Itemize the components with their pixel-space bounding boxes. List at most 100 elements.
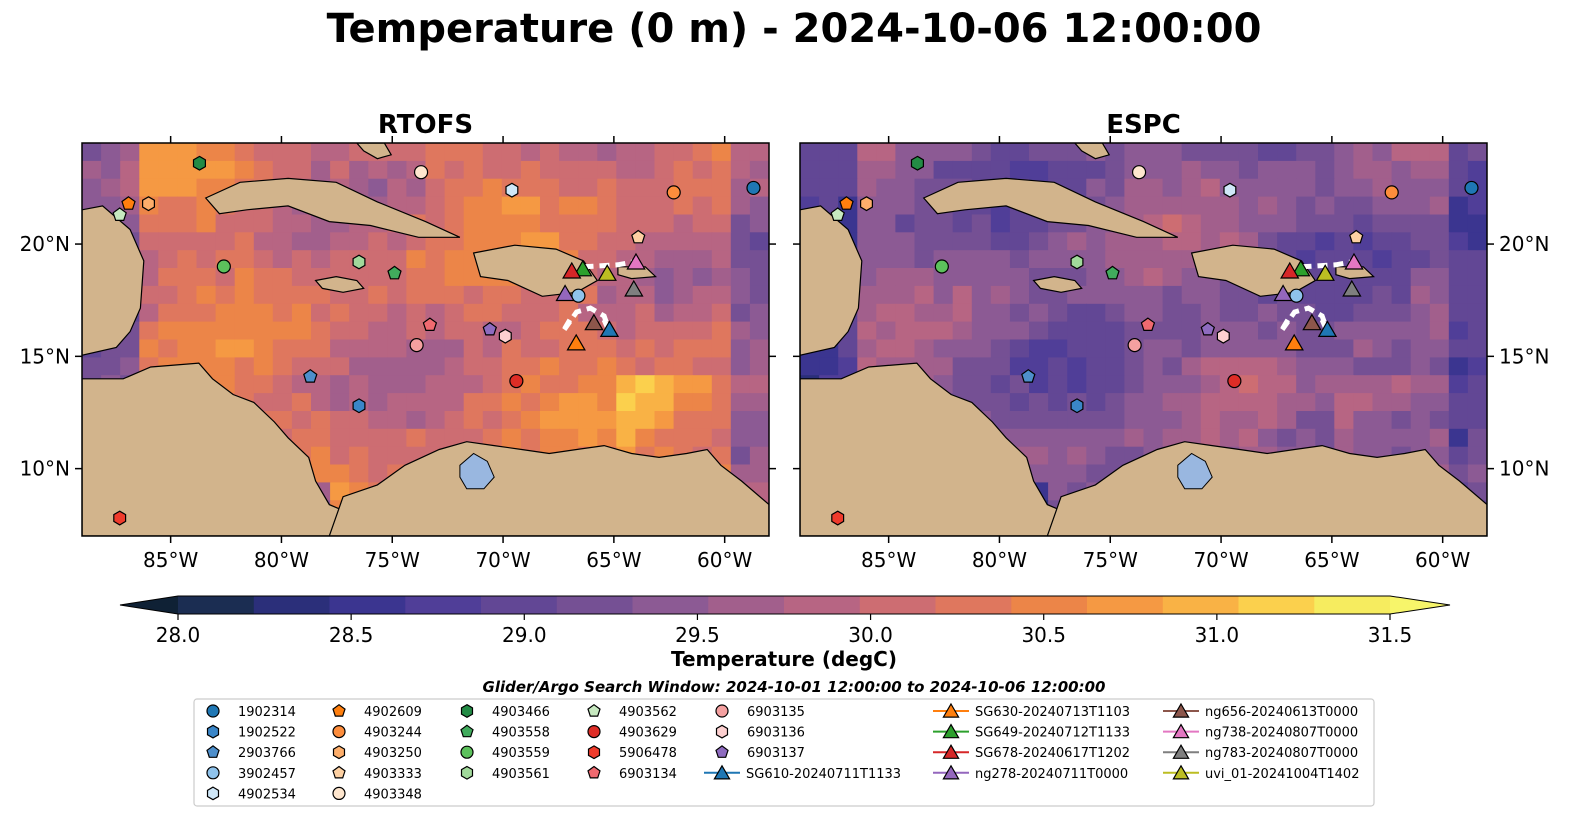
- field-cell: [291, 143, 312, 162]
- field-cell: [1467, 143, 1487, 162]
- field-cell: [272, 411, 293, 430]
- legend-swatch-4903559: [460, 745, 474, 759]
- field-cell: [673, 411, 694, 430]
- field-cell: [368, 303, 388, 323]
- field-cell: [272, 393, 293, 412]
- field-cell: [387, 339, 407, 358]
- field-cell: [990, 268, 1011, 287]
- field-cell: [482, 196, 503, 216]
- field-cell: [1296, 160, 1316, 180]
- field-cell: [425, 339, 446, 358]
- field-cell: [990, 357, 1011, 376]
- figure-title: Temperature (0 m) - 2024-10-06 12:00:00: [327, 6, 1262, 52]
- field-cell: [990, 375, 1011, 394]
- field-cell: [1009, 143, 1030, 162]
- field-cell: [1429, 428, 1450, 448]
- field-cell: [673, 232, 694, 251]
- field-cell: [253, 303, 274, 323]
- field-cell: [272, 339, 293, 358]
- x-tick-label: 85°W: [861, 548, 916, 572]
- legend-label: 6903134: [619, 767, 677, 782]
- field-cell: [444, 339, 465, 358]
- field-cell: [1429, 285, 1450, 305]
- field-cell: [1334, 375, 1354, 394]
- field-cell: [1029, 375, 1049, 394]
- field-cell: [730, 160, 751, 180]
- field-cell: [291, 160, 312, 180]
- field-cell: [253, 339, 274, 358]
- field-cell: [876, 160, 896, 180]
- field-cell: [291, 250, 312, 269]
- field-cell: [120, 357, 140, 376]
- field-cell: [368, 393, 388, 412]
- field-cell: [349, 160, 369, 180]
- field-cell: [952, 143, 973, 162]
- field-cell: [635, 428, 656, 448]
- field-cell: [895, 285, 916, 305]
- field-cell: [1181, 411, 1202, 430]
- field-cell: [1353, 196, 1374, 216]
- field-cell: [482, 411, 503, 430]
- field-cell: [139, 160, 159, 180]
- field-cell: [177, 214, 198, 233]
- field-cell: [177, 339, 198, 358]
- field-cell: [819, 178, 839, 198]
- field-cell: [234, 339, 255, 358]
- field-cell: [1124, 143, 1145, 162]
- colorbar-tick-label: 31.0: [1195, 623, 1240, 647]
- field-cell: [692, 411, 713, 430]
- argo-marker-1902522: [1070, 398, 1084, 414]
- field-cell: [425, 375, 446, 394]
- glider-marker-SG649-20240712T1133: [573, 259, 593, 277]
- field-cell: [1067, 464, 1087, 483]
- field-cell: [1410, 393, 1431, 412]
- field-cell: [177, 303, 198, 323]
- field-cell: [482, 178, 503, 198]
- field-cell: [1334, 143, 1354, 162]
- field-cell: [444, 285, 465, 305]
- field-cell: [1467, 214, 1487, 233]
- field-cell: [253, 268, 274, 287]
- field-cell: [1009, 321, 1030, 341]
- field-cell: [1200, 411, 1221, 430]
- field-cell: [749, 411, 769, 430]
- field-cell: [692, 303, 713, 323]
- field-cell: [597, 285, 617, 305]
- field-cell: [578, 232, 598, 251]
- field-cell: [158, 143, 178, 162]
- field-cell: [895, 178, 916, 198]
- field-cell: [876, 232, 896, 251]
- field-cell: [158, 339, 178, 358]
- colorbar-tick-label: 30.0: [848, 623, 893, 647]
- field-cell: [559, 303, 579, 323]
- field-cell: [482, 143, 503, 162]
- field-cell: [1143, 160, 1164, 180]
- field-cell: [1238, 357, 1259, 376]
- field-cell: [1315, 285, 1335, 305]
- field-cell: [368, 357, 388, 376]
- field-cell: [990, 214, 1011, 233]
- colorbar-bin: [329, 596, 406, 614]
- legend-label: ng738-20240807T0000: [1205, 726, 1358, 741]
- field-cell: [349, 375, 369, 394]
- field-cell: [349, 428, 369, 448]
- legend-swatch-4903348: [332, 786, 346, 801]
- field-cell: [1181, 285, 1202, 305]
- field-cell: [673, 268, 694, 287]
- field-cell: [1009, 214, 1030, 233]
- field-cell: [196, 268, 217, 287]
- field-cell: [1258, 232, 1278, 251]
- field-cell: [857, 232, 877, 251]
- field-cell: [559, 196, 579, 216]
- field-cell: [1086, 303, 1106, 323]
- field-cell: [559, 393, 579, 412]
- land: [1046, 441, 1487, 536]
- field-cell: [444, 321, 465, 341]
- field-cell: [1143, 196, 1164, 216]
- field-cell: [673, 160, 694, 180]
- field-cell: [387, 143, 407, 162]
- field-cell: [234, 214, 255, 233]
- land: [1074, 143, 1111, 160]
- colorbar-tick-label: 30.5: [1021, 623, 1066, 647]
- legend-label: 6903136: [747, 726, 805, 741]
